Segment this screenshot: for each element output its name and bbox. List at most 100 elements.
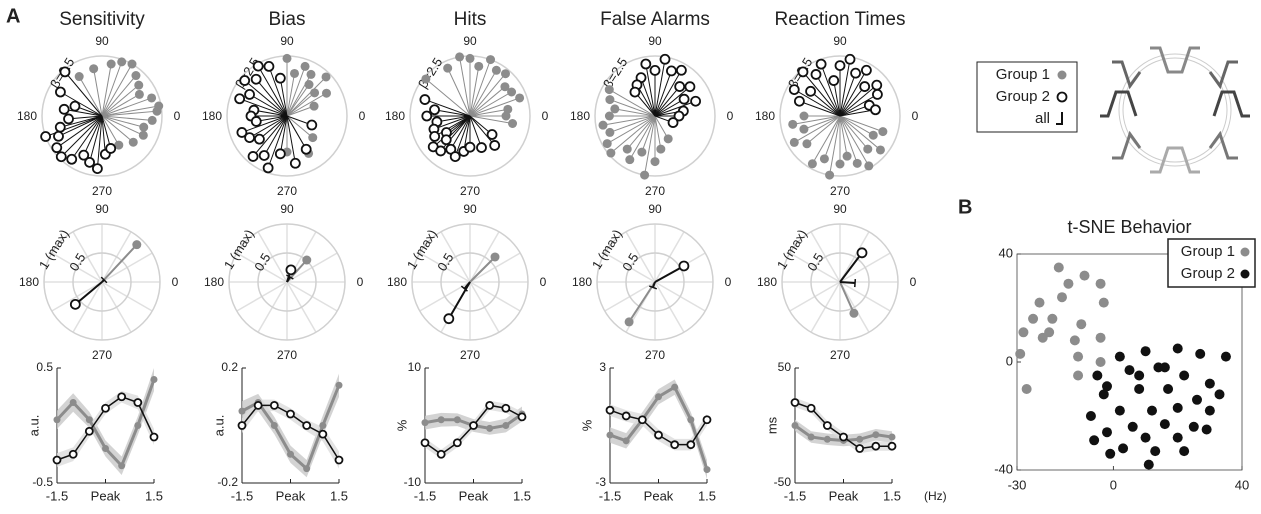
point xyxy=(1102,381,1112,391)
marker xyxy=(655,432,662,439)
marker xyxy=(685,82,694,91)
marker xyxy=(54,132,63,141)
marker xyxy=(1058,93,1067,102)
marker xyxy=(319,422,326,429)
point xyxy=(1173,433,1183,443)
marker xyxy=(687,416,694,423)
marker xyxy=(671,384,678,391)
angle-label: 0 xyxy=(912,109,919,123)
point xyxy=(1099,298,1109,308)
marker xyxy=(128,60,137,69)
marker xyxy=(249,152,258,161)
marker xyxy=(502,112,511,121)
marker xyxy=(139,123,148,132)
marker xyxy=(501,69,510,78)
marker xyxy=(889,443,896,450)
angle-label: 0 xyxy=(910,275,917,289)
marker xyxy=(851,69,860,78)
marker xyxy=(849,309,858,318)
angle-label: 270 xyxy=(830,348,850,362)
marker xyxy=(625,317,634,326)
marker xyxy=(641,60,650,69)
marker xyxy=(486,425,493,432)
x-tick-label: -1.5 xyxy=(46,488,68,503)
marker xyxy=(800,112,809,121)
marker xyxy=(239,408,246,415)
marker xyxy=(630,88,639,97)
y-tick-label: -40 xyxy=(994,461,1013,476)
angle-label: 180 xyxy=(755,109,775,123)
angle-label: 90 xyxy=(463,34,477,48)
marker xyxy=(305,80,314,89)
marker xyxy=(872,431,879,438)
chart-title: Hits xyxy=(454,9,487,30)
angle-label: 270 xyxy=(460,184,480,198)
marker xyxy=(639,416,646,423)
marker xyxy=(71,300,80,309)
ray xyxy=(435,110,470,116)
marker xyxy=(843,152,852,161)
ray xyxy=(641,78,655,116)
y-tick-label: 10 xyxy=(408,360,422,374)
marker xyxy=(825,171,834,180)
marker xyxy=(107,60,116,69)
point xyxy=(1205,379,1215,389)
legend-label: Group 2 xyxy=(1181,265,1235,282)
marker xyxy=(817,60,826,69)
marker xyxy=(443,64,452,73)
point xyxy=(1118,443,1128,453)
marker xyxy=(519,413,526,420)
vector-end xyxy=(855,279,856,287)
angle-label: 270 xyxy=(277,184,297,198)
marker xyxy=(607,407,614,414)
marker xyxy=(307,121,316,130)
point xyxy=(1202,425,1212,435)
marker xyxy=(846,55,855,64)
marker xyxy=(303,422,310,429)
marker xyxy=(606,149,615,158)
chart-title: Reaction Times xyxy=(775,9,906,30)
marker xyxy=(824,436,831,443)
y-axis-label: a.u. xyxy=(26,415,41,437)
point xyxy=(1015,349,1025,359)
marker xyxy=(836,160,845,169)
marker xyxy=(420,95,429,104)
marker xyxy=(664,134,673,143)
point xyxy=(1192,395,1202,405)
legend-marker xyxy=(1241,270,1250,279)
marker xyxy=(152,107,161,116)
marker xyxy=(605,95,614,104)
marker xyxy=(430,105,439,114)
x-tick-label: Peak xyxy=(829,488,859,503)
angle-label: 90 xyxy=(95,34,109,48)
marker xyxy=(470,422,477,429)
x-tick-label: 40 xyxy=(1235,477,1249,492)
point xyxy=(1134,384,1144,394)
marker xyxy=(502,422,509,429)
point xyxy=(1205,406,1215,416)
angle-label: 270 xyxy=(830,184,850,198)
marker xyxy=(93,164,102,173)
point xyxy=(1073,352,1083,362)
marker xyxy=(466,143,475,152)
angle-label: 180 xyxy=(204,275,224,289)
y-tick-label: -10 xyxy=(404,475,422,489)
radius-label: β=2.5 xyxy=(232,55,262,91)
marker xyxy=(118,393,125,400)
marker xyxy=(856,436,863,443)
marker xyxy=(271,402,278,409)
y-tick-label: 50 xyxy=(778,360,792,374)
angle-label: 0 xyxy=(542,109,549,123)
marker xyxy=(491,252,500,261)
x-tick-label: -1.5 xyxy=(784,488,806,503)
chart-title: t-SNE Behavior xyxy=(1067,217,1191,237)
marker xyxy=(679,261,688,270)
marker xyxy=(795,97,804,106)
marker xyxy=(134,422,141,429)
point xyxy=(1173,344,1183,354)
marker xyxy=(308,133,317,142)
x-tick-label: 1.5 xyxy=(145,488,163,503)
vector xyxy=(840,282,855,283)
point xyxy=(1163,384,1173,394)
marker xyxy=(667,66,676,75)
